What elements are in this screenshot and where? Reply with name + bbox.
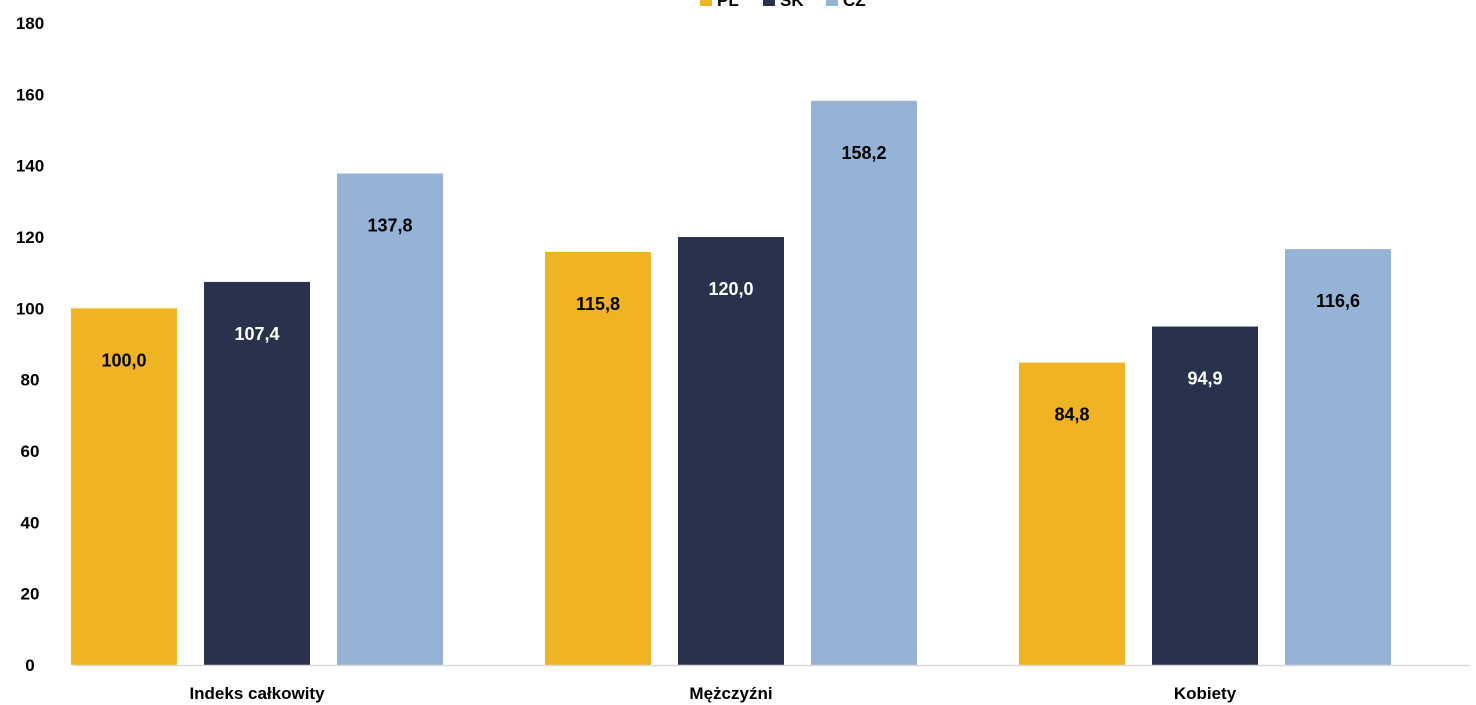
data-label-cz-2: 158,2 — [841, 143, 886, 163]
data-label-pl-2: 115,8 — [576, 294, 620, 314]
x-tick-label-3: Kobiety — [1174, 684, 1237, 703]
legend-swatch-sk — [763, 0, 775, 6]
y-tick-label-80: 80 — [21, 371, 40, 390]
y-tick-label-140: 140 — [16, 157, 44, 176]
bar-sk-1 — [204, 281, 310, 665]
bar-cz-1 — [337, 173, 443, 665]
bar-cz-2 — [811, 100, 917, 665]
y-tick-label-20: 20 — [21, 585, 40, 604]
y-tick-label-0: 0 — [25, 656, 34, 675]
y-tick-label-160: 160 — [16, 85, 44, 104]
data-label-sk-3: 94,9 — [1187, 369, 1222, 389]
data-label-pl-3: 84,8 — [1054, 405, 1089, 425]
data-label-pl-1: 100,0 — [101, 350, 146, 370]
data-label-cz-1: 137,8 — [367, 216, 412, 236]
y-tick-label-120: 120 — [16, 228, 44, 247]
legend-label-sk: SK — [780, 0, 804, 10]
y-tick-label-100: 100 — [16, 299, 44, 318]
x-tick-label-1: Indeks całkowity — [189, 684, 325, 703]
bar-pl-3 — [1019, 362, 1125, 665]
bar-cz-3 — [1285, 249, 1391, 666]
bar-pl-1 — [71, 308, 177, 665]
x-axis: Indeks całkowity Mężczyźni Kobiety — [189, 684, 1236, 703]
data-label-sk-1: 107,4 — [234, 324, 279, 344]
bar-pl-2 — [545, 251, 651, 666]
y-tick-label-40: 40 — [21, 513, 40, 532]
y-axis: 0 20 40 60 80 100 120 140 160 180 — [16, 14, 44, 675]
x-tick-label-2: Mężczyźni — [689, 684, 772, 703]
bar-sk-3 — [1152, 326, 1258, 665]
bars — [71, 100, 1391, 666]
legend-label-pl: PL — [717, 0, 739, 10]
legend-swatch-cz — [826, 0, 838, 6]
legend: PL SK CZ — [700, 0, 866, 10]
y-tick-label-180: 180 — [16, 14, 44, 33]
legend-swatch-pl — [700, 0, 712, 6]
legend-label-cz: CZ — [843, 0, 866, 10]
y-tick-label-60: 60 — [21, 442, 40, 461]
bar-sk-2 — [678, 237, 784, 665]
data-labels: 100,0 107,4 137,8 115,8 120,0 158,2 84,8 94,9 11… — [101, 143, 1360, 425]
data-label-cz-3: 116,6 — [1316, 291, 1360, 311]
data-label-sk-2: 120,0 — [708, 279, 753, 299]
